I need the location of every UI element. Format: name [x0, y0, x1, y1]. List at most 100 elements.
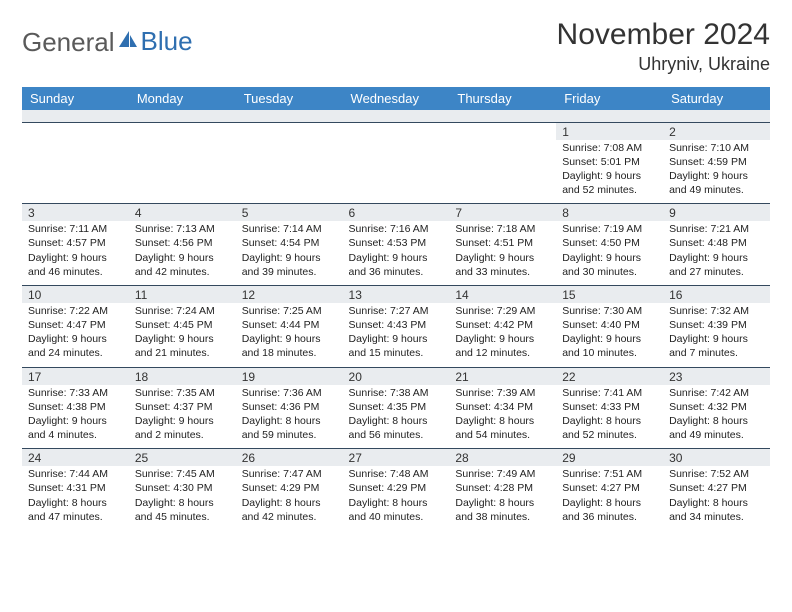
day-day2-text: and 10 minutes. [562, 346, 657, 360]
day-day2-text: and 42 minutes. [242, 510, 337, 524]
week-detail-row: Sunrise: 7:11 AMSunset: 4:57 PMDaylight:… [22, 221, 770, 285]
day-number-cell: 30 [663, 449, 770, 467]
day-sunrise-text: Sunrise: 7:41 AM [562, 386, 657, 400]
day-sunset-text: Sunset: 5:01 PM [562, 155, 657, 169]
day-number-cell: 23 [663, 367, 770, 385]
day-day2-text: and 12 minutes. [455, 346, 550, 360]
day-day1-text: Daylight: 9 hours [562, 332, 657, 346]
day-detail-cell [129, 140, 236, 204]
day-number-cell: 11 [129, 285, 236, 303]
calendar-page: General Blue November 2024 Uhryniv, Ukra… [0, 0, 792, 548]
day-detail-cell: Sunrise: 7:36 AMSunset: 4:36 PMDaylight:… [236, 385, 343, 449]
day-day1-text: Daylight: 8 hours [562, 496, 657, 510]
day-day2-text: and 18 minutes. [242, 346, 337, 360]
day-sunset-text: Sunset: 4:57 PM [28, 236, 123, 250]
day-number-cell [22, 122, 129, 140]
day-sunrise-text: Sunrise: 7:49 AM [455, 467, 550, 481]
day-number-cell: 4 [129, 204, 236, 222]
day-number-cell: 2 [663, 122, 770, 140]
day-number-cell: 20 [343, 367, 450, 385]
day-sunset-text: Sunset: 4:30 PM [135, 481, 230, 495]
day-sunset-text: Sunset: 4:56 PM [135, 236, 230, 250]
day-sunrise-text: Sunrise: 7:18 AM [455, 222, 550, 236]
day-detail-cell: Sunrise: 7:41 AMSunset: 4:33 PMDaylight:… [556, 385, 663, 449]
week-number-row: 3456789 [22, 204, 770, 222]
day-number-cell: 18 [129, 367, 236, 385]
day-detail-cell: Sunrise: 7:22 AMSunset: 4:47 PMDaylight:… [22, 303, 129, 367]
day-sunrise-text: Sunrise: 7:25 AM [242, 304, 337, 318]
day-sunrise-text: Sunrise: 7:51 AM [562, 467, 657, 481]
day-number-cell: 28 [449, 449, 556, 467]
day-sunrise-text: Sunrise: 7:19 AM [562, 222, 657, 236]
day-day2-text: and 47 minutes. [28, 510, 123, 524]
day-sunset-text: Sunset: 4:27 PM [669, 481, 764, 495]
day-sunrise-text: Sunrise: 7:08 AM [562, 141, 657, 155]
week-number-row: 24252627282930 [22, 449, 770, 467]
day-sunset-text: Sunset: 4:53 PM [349, 236, 444, 250]
day-sunrise-text: Sunrise: 7:48 AM [349, 467, 444, 481]
spacer-row [22, 110, 770, 122]
day-sunset-text: Sunset: 4:48 PM [669, 236, 764, 250]
day-sunset-text: Sunset: 4:37 PM [135, 400, 230, 414]
day-day1-text: Daylight: 8 hours [455, 414, 550, 428]
day-day2-text: and 38 minutes. [455, 510, 550, 524]
day-sunrise-text: Sunrise: 7:10 AM [669, 141, 764, 155]
day-header: Friday [556, 87, 663, 110]
week-detail-row: Sunrise: 7:44 AMSunset: 4:31 PMDaylight:… [22, 466, 770, 530]
day-detail-cell: Sunrise: 7:30 AMSunset: 4:40 PMDaylight:… [556, 303, 663, 367]
brand-word-2: Blue [141, 26, 193, 57]
day-detail-cell [343, 140, 450, 204]
day-sunset-text: Sunset: 4:29 PM [242, 481, 337, 495]
week-number-row: 17181920212223 [22, 367, 770, 385]
day-number-cell: 6 [343, 204, 450, 222]
day-detail-cell: Sunrise: 7:52 AMSunset: 4:27 PMDaylight:… [663, 466, 770, 530]
day-day2-text: and 54 minutes. [455, 428, 550, 442]
day-day1-text: Daylight: 9 hours [455, 332, 550, 346]
day-day2-text: and 59 minutes. [242, 428, 337, 442]
day-sunset-text: Sunset: 4:29 PM [349, 481, 444, 495]
day-sunset-text: Sunset: 4:32 PM [669, 400, 764, 414]
day-sunrise-text: Sunrise: 7:36 AM [242, 386, 337, 400]
day-sunset-text: Sunset: 4:40 PM [562, 318, 657, 332]
day-day1-text: Daylight: 9 hours [135, 414, 230, 428]
day-day1-text: Daylight: 9 hours [28, 251, 123, 265]
day-number-cell: 15 [556, 285, 663, 303]
day-detail-cell: Sunrise: 7:16 AMSunset: 4:53 PMDaylight:… [343, 221, 450, 285]
day-day2-text: and 15 minutes. [349, 346, 444, 360]
day-number-cell [129, 122, 236, 140]
day-day1-text: Daylight: 9 hours [349, 251, 444, 265]
day-header: Monday [129, 87, 236, 110]
day-sunrise-text: Sunrise: 7:24 AM [135, 304, 230, 318]
day-day1-text: Daylight: 9 hours [669, 332, 764, 346]
day-detail-cell: Sunrise: 7:14 AMSunset: 4:54 PMDaylight:… [236, 221, 343, 285]
day-sunrise-text: Sunrise: 7:38 AM [349, 386, 444, 400]
day-sunrise-text: Sunrise: 7:42 AM [669, 386, 764, 400]
day-sunset-text: Sunset: 4:33 PM [562, 400, 657, 414]
day-day1-text: Daylight: 8 hours [562, 414, 657, 428]
week-detail-row: Sunrise: 7:22 AMSunset: 4:47 PMDaylight:… [22, 303, 770, 367]
day-day2-text: and 36 minutes. [349, 265, 444, 279]
day-day1-text: Daylight: 8 hours [135, 496, 230, 510]
day-detail-cell [22, 140, 129, 204]
day-number-cell: 9 [663, 204, 770, 222]
day-sunrise-text: Sunrise: 7:22 AM [28, 304, 123, 318]
day-sunset-text: Sunset: 4:28 PM [455, 481, 550, 495]
day-number-cell: 26 [236, 449, 343, 467]
day-detail-cell: Sunrise: 7:49 AMSunset: 4:28 PMDaylight:… [449, 466, 556, 530]
day-number-cell [236, 122, 343, 140]
day-detail-cell: Sunrise: 7:29 AMSunset: 4:42 PMDaylight:… [449, 303, 556, 367]
day-detail-cell: Sunrise: 7:47 AMSunset: 4:29 PMDaylight:… [236, 466, 343, 530]
day-sunrise-text: Sunrise: 7:32 AM [669, 304, 764, 318]
day-day1-text: Daylight: 9 hours [349, 332, 444, 346]
day-detail-cell: Sunrise: 7:38 AMSunset: 4:35 PMDaylight:… [343, 385, 450, 449]
day-day2-text: and 52 minutes. [562, 428, 657, 442]
day-detail-cell: Sunrise: 7:13 AMSunset: 4:56 PMDaylight:… [129, 221, 236, 285]
day-sunset-text: Sunset: 4:27 PM [562, 481, 657, 495]
day-day2-text: and 30 minutes. [562, 265, 657, 279]
day-day1-text: Daylight: 9 hours [669, 251, 764, 265]
day-day2-text: and 24 minutes. [28, 346, 123, 360]
day-day2-text: and 46 minutes. [28, 265, 123, 279]
day-detail-cell [449, 140, 556, 204]
day-number-cell: 22 [556, 367, 663, 385]
day-sunrise-text: Sunrise: 7:27 AM [349, 304, 444, 318]
